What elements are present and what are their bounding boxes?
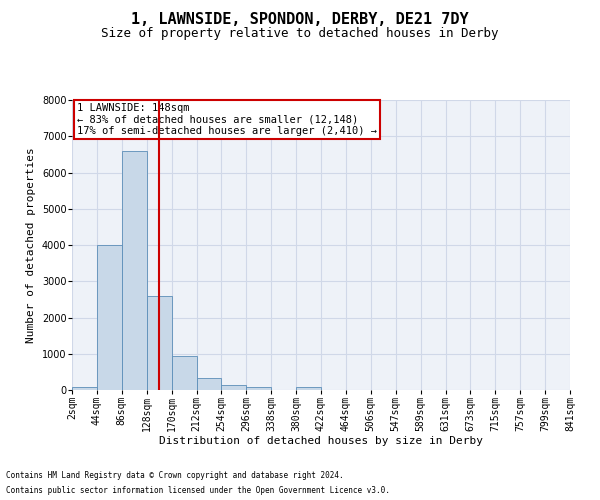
Y-axis label: Number of detached properties: Number of detached properties [26, 147, 36, 343]
Bar [146, 296, 172, 390]
Text: 1 LAWNSIDE: 148sqm
← 83% of detached houses are smaller (12,148)
17% of semi-det: 1 LAWNSIDE: 148sqm ← 83% of detached hou… [77, 103, 377, 136]
Text: Size of property relative to detached houses in Derby: Size of property relative to detached ho… [101, 28, 499, 40]
Bar [172, 356, 197, 390]
X-axis label: Distribution of detached houses by size in Derby: Distribution of detached houses by size … [159, 436, 483, 446]
Bar [97, 245, 122, 390]
Text: Contains HM Land Registry data © Crown copyright and database right 2024.: Contains HM Land Registry data © Crown c… [6, 471, 344, 480]
Bar [247, 387, 271, 390]
Text: Contains public sector information licensed under the Open Government Licence v3: Contains public sector information licen… [6, 486, 390, 495]
Bar [296, 388, 321, 390]
Bar [197, 378, 221, 390]
Text: 1, LAWNSIDE, SPONDON, DERBY, DE21 7DY: 1, LAWNSIDE, SPONDON, DERBY, DE21 7DY [131, 12, 469, 28]
Bar [122, 151, 147, 390]
Bar [221, 386, 247, 390]
Bar [72, 388, 97, 390]
